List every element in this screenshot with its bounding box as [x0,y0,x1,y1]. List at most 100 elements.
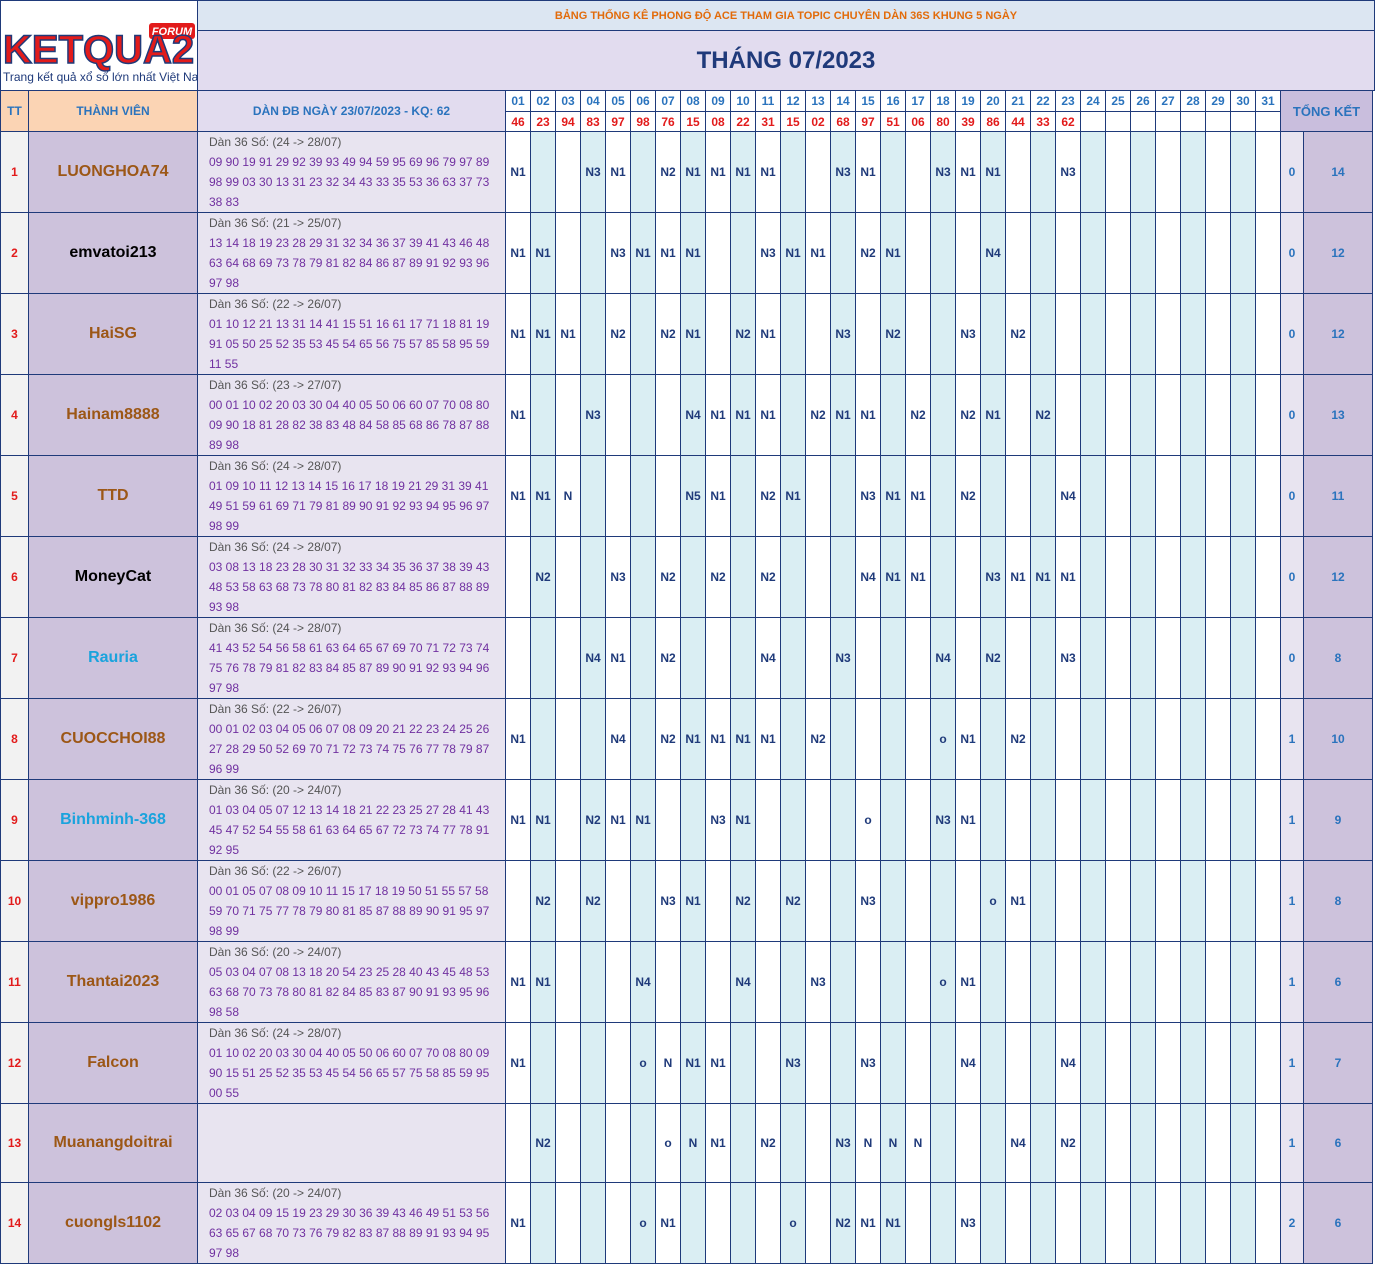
row-number: 13 [0,1103,29,1183]
table-row: 11 Thantai2023 Dàn 36 Số: (20 -> 24/07) 05 … [0,941,1375,1023]
day-mark [805,860,831,942]
member-name[interactable]: Rauria [28,617,198,699]
day-mark [955,212,981,294]
day-mark [705,293,731,375]
day-mark [630,293,656,375]
dan-line: 97 98 [209,1246,240,1260]
day-mark [555,536,581,618]
day-mark [1230,1022,1256,1104]
day-mark [830,860,856,942]
day-header: 24 [1080,90,1106,112]
day-mark [1155,374,1181,456]
day-mark [1255,1103,1281,1183]
day-result: 44 [1005,111,1031,132]
day-header: 08 [680,90,706,112]
day-header: 21 [1005,90,1031,112]
day-mark [680,1182,706,1264]
member-name[interactable]: HaiSG [28,293,198,375]
dan-header: Dàn 36 Số: (22 -> 26/07) [209,297,342,311]
day-mark: N1 [505,698,531,780]
member-name[interactable]: Binhminh-368 [28,779,198,861]
day-mark [1055,212,1081,294]
day-header: 03 [555,90,581,112]
dan-line: 59 70 71 75 77 78 79 80 81 85 87 88 89 9… [209,904,490,918]
header-tt: TT [0,90,29,132]
day-mark [530,374,556,456]
row-number: 12 [0,1022,29,1104]
day-mark: N1 [505,455,531,537]
member-name[interactable]: MoneyCat [28,536,198,618]
member-name[interactable]: vippro1986 [28,860,198,942]
row-number: 8 [0,698,29,780]
day-mark [780,941,806,1023]
dan-cell: Dàn 36 Số: (22 -> 26/07) 00 01 05 07 08 0… [197,860,506,942]
member-name[interactable]: Thantai2023 [28,941,198,1023]
table-row: 13 Muanangdoitrai N2 o N N1 N2 N3 N N N N4 N2 1 6 [0,1103,1375,1183]
member-name[interactable]: Hainam8888 [28,374,198,456]
summary-miss: 1 [1280,941,1304,1023]
day-mark [605,1022,631,1104]
day-mark [780,1103,806,1183]
dan-header: Dàn 36 Số: (24 -> 28/07) [209,621,342,635]
member-name[interactable]: Falcon [28,1022,198,1104]
member-name[interactable]: CUOCCHOI88 [28,698,198,780]
day-mark [655,455,681,537]
day-mark [905,941,931,1023]
day-mark [880,131,906,213]
day-result: 97 [605,111,631,132]
dan-line: 01 10 12 21 13 31 14 41 15 51 16 61 17 7… [209,317,490,331]
day-mark [730,1022,756,1104]
day-mark: N1 [880,536,906,618]
ketqua2-logo-icon: FORUM KETQUA2 Trang kết quả xổ số lớn nh… [2,23,197,84]
member-name[interactable]: cuongls1102 [28,1182,198,1264]
day-mark [630,455,656,537]
day-mark [1105,860,1131,942]
member-name[interactable]: emvatoi213 [28,212,198,294]
day-mark [580,698,606,780]
table-row: 10 vippro1986 Dàn 36 Số: (22 -> 26/07) 00 0… [0,860,1375,942]
day-mark [1080,1103,1106,1183]
day-header: 27 [1155,90,1181,112]
day-mark [1255,212,1281,294]
summary-miss: 0 [1280,293,1304,375]
day-mark [1255,1182,1281,1264]
day-mark: N1 [705,1022,731,1104]
day-mark [1255,374,1281,456]
member-name[interactable]: TTD [28,455,198,537]
day-mark [1205,293,1231,375]
dan-line: 02 03 04 09 15 19 23 29 30 36 39 43 46 4… [209,1206,490,1220]
logo[interactable]: FORUM KETQUA2 Trang kết quả xổ số lớn nh… [0,0,198,91]
day-mark: N2 [530,1103,556,1183]
member-name[interactable]: Muanangdoitrai [28,1103,198,1183]
day-mark [1155,779,1181,861]
day-mark [1155,536,1181,618]
day-mark [555,698,581,780]
day-mark [1180,941,1206,1023]
day-mark: N1 [730,131,756,213]
summary-total: 11 [1303,455,1373,537]
day-mark [1130,374,1156,456]
day-mark: N3 [705,779,731,861]
day-mark: N2 [655,617,681,699]
day-mark: N1 [505,779,531,861]
day-mark: N1 [880,1182,906,1264]
day-mark: N1 [680,131,706,213]
member-name[interactable]: LUONGHOA74 [28,131,198,213]
day-mark: N1 [530,941,556,1023]
day-result: 62 [1055,111,1081,132]
day-mark: N1 [530,779,556,861]
day-header: 10 [730,90,756,112]
day-mark [1030,455,1056,537]
day-mark [930,374,956,456]
day-mark [630,536,656,618]
day-mark [1155,617,1181,699]
day-mark: N1 [505,941,531,1023]
day-mark: N1 [505,212,531,294]
day-mark [705,1182,731,1264]
day-mark [1255,617,1281,699]
dan-line: 96 99 [209,762,240,776]
day-mark [1155,698,1181,780]
day-mark [1055,779,1081,861]
day-mark: N [855,1103,881,1183]
day-mark: N4 [1055,1022,1081,1104]
